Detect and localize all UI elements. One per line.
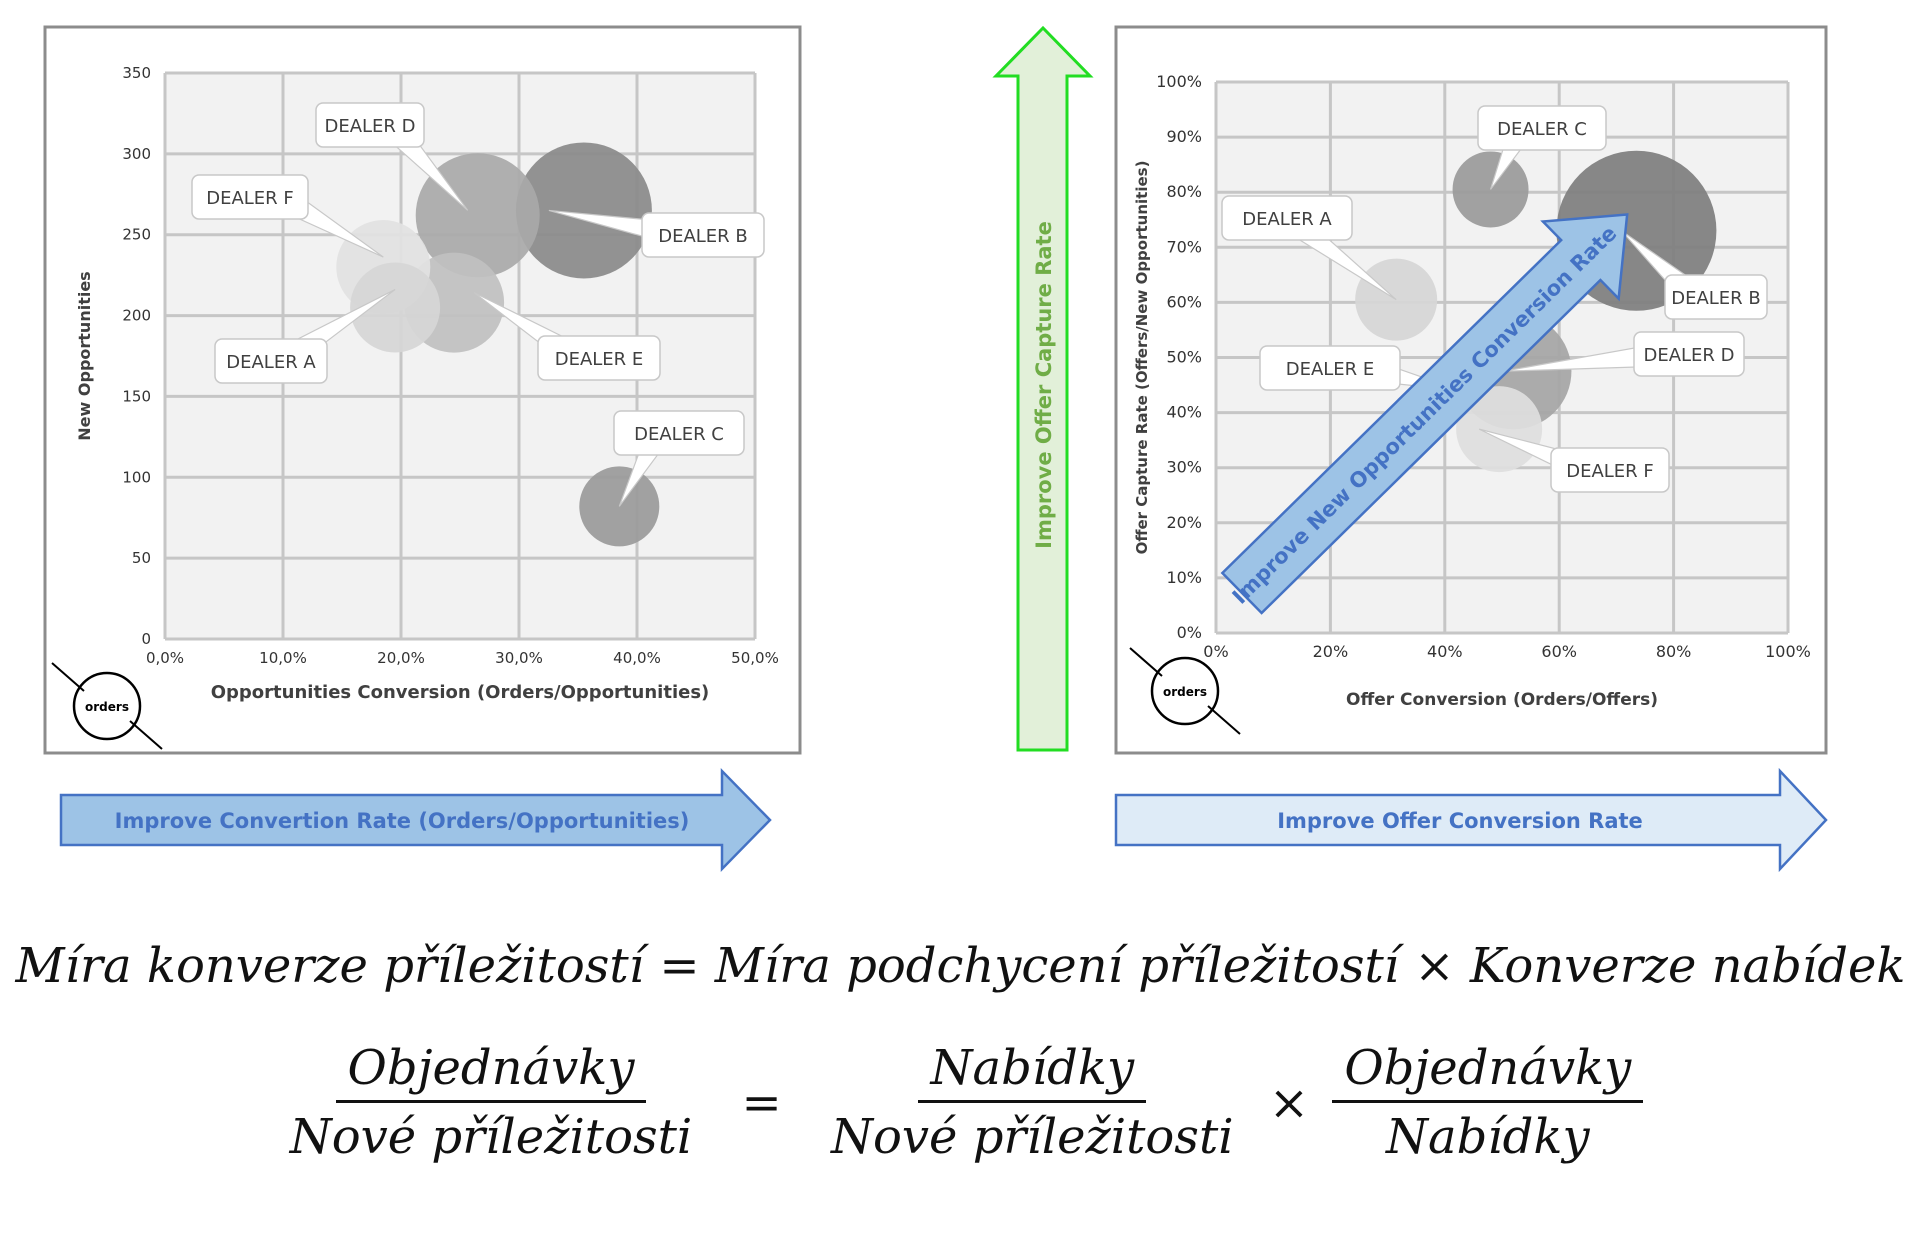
y-tick-label: 60% xyxy=(1166,292,1202,311)
y-axis-label: Offer Capture Rate (Offers/New Opportuni… xyxy=(1133,161,1151,555)
equals-sign: = xyxy=(741,1074,782,1131)
arrow-vertical xyxy=(992,25,1094,752)
x-tick-label: 20,0% xyxy=(377,649,425,667)
size-legend-circle xyxy=(1150,656,1220,726)
x-tick-label: 0% xyxy=(1203,642,1228,661)
bubble-dealer-a xyxy=(350,262,441,353)
size-legend-pointer xyxy=(1129,647,1163,677)
size-legend-label: orders xyxy=(1163,685,1207,699)
y-tick-label: 0 xyxy=(141,630,151,648)
fraction-lhs-denominator: Nové příležitosti xyxy=(289,1109,693,1165)
callout-label: DEALER C xyxy=(634,424,724,445)
y-tick-label: 200 xyxy=(122,307,151,325)
x-tick-label: 20% xyxy=(1313,642,1349,661)
formula-line-1-text: Míra konverze příležitostí = Míra podchy… xyxy=(15,938,1906,994)
y-tick-label: 350 xyxy=(122,64,151,82)
fraction-lhs-numerator: Objednávky xyxy=(335,1040,647,1103)
size-legend-pointer xyxy=(1207,705,1241,735)
y-axis-label: New Opportunities xyxy=(75,271,94,440)
y-tick-label: 50% xyxy=(1166,348,1202,367)
callout-label: DEALER A xyxy=(226,352,316,373)
y-tick-label: 100 xyxy=(122,468,151,486)
y-tick-label: 150 xyxy=(122,387,151,405)
callout-label: DEALER E xyxy=(555,349,644,370)
size-legend-pointer xyxy=(129,720,163,750)
callout-label: DEALER F xyxy=(1566,461,1654,482)
callout-label: DEALER E xyxy=(1286,359,1375,380)
fraction-lhs: Objednávky Nové příležitosti xyxy=(278,1040,705,1165)
x-tick-label: 40,0% xyxy=(613,649,661,667)
x-tick-label: 10,0% xyxy=(259,649,307,667)
arrow-diagonal-shape xyxy=(1220,213,1629,615)
bubble-dealer-f xyxy=(1456,386,1543,473)
y-tick-label: 300 xyxy=(122,145,151,163)
callout-label: DEALER A xyxy=(1242,209,1332,230)
y-tick-label: 80% xyxy=(1166,182,1202,201)
formula-line-2: Objednávky Nové příležitosti = Nabídky N… xyxy=(0,1040,1921,1165)
x-tick-label: 0,0% xyxy=(146,649,184,667)
fraction-r2-numerator: Objednávky xyxy=(1332,1040,1644,1103)
x-axis-label: Offer Conversion (Orders/Offers) xyxy=(1346,690,1658,710)
x-axis-label: Opportunities Conversion (Orders/Opportu… xyxy=(211,682,710,703)
y-tick-label: 30% xyxy=(1166,458,1202,477)
y-tick-label: 100% xyxy=(1156,72,1202,91)
callout-label: DEALER D xyxy=(1643,345,1734,366)
callout-label: DEALER F xyxy=(206,188,294,209)
y-tick-label: 40% xyxy=(1166,403,1202,422)
y-tick-label: 10% xyxy=(1166,568,1202,587)
fraction-r1-numerator: Nabídky xyxy=(918,1040,1147,1103)
fraction-r1: Nabídky Nové příležitosti xyxy=(819,1040,1246,1165)
times-sign: × xyxy=(1268,1074,1310,1131)
callout-label: DEALER C xyxy=(1497,119,1587,140)
fraction-r2: Objednávky Nabídky xyxy=(1332,1040,1644,1165)
x-tick-label: 80% xyxy=(1656,642,1692,661)
y-tick-label: 20% xyxy=(1166,513,1202,532)
arrow-left-horizontal-label: Improve Convertion Rate (Orders/Opportun… xyxy=(115,809,690,833)
callout-label: DEALER B xyxy=(1671,288,1761,309)
callout-label: DEALER D xyxy=(324,116,415,137)
x-tick-label: 40% xyxy=(1427,642,1463,661)
x-tick-label: 60% xyxy=(1541,642,1577,661)
x-tick-label: 50,0% xyxy=(731,649,779,667)
fraction-r1-denominator: Nové příležitosti xyxy=(831,1109,1234,1165)
callout-label: DEALER B xyxy=(658,226,748,247)
arrow-right-horizontal-label: Improve Offer Conversion Rate xyxy=(1277,809,1643,833)
formula-line-1: Míra konverze příležitostí = Míra podchy… xyxy=(0,938,1921,994)
chart-left: 0,0% 10,0% 20,0% 30,0% 40,0% 50,0% 0 50 100 150 20… xyxy=(43,25,802,755)
y-tick-label: 90% xyxy=(1166,127,1202,146)
arrow-vertical-label: Improve Offer Capture Rate xyxy=(1032,221,1056,549)
x-tick-label: 100% xyxy=(1765,642,1811,661)
y-tick-label: 250 xyxy=(122,226,151,244)
x-tick-label: 30,0% xyxy=(495,649,543,667)
fraction-r2-denominator: Nabídky xyxy=(1385,1109,1590,1165)
y-tick-label: 50 xyxy=(132,549,151,567)
size-legend-circle xyxy=(72,671,142,741)
size-legend-pointer xyxy=(51,662,85,692)
size-legend-label: orders xyxy=(85,700,129,714)
arrow-left-horizontal xyxy=(59,767,772,873)
y-tick-label: 0% xyxy=(1177,623,1202,642)
y-tick-label: 70% xyxy=(1166,237,1202,256)
bubble-dealer-b xyxy=(515,142,652,279)
arrow-right-horizontal xyxy=(1114,767,1828,873)
